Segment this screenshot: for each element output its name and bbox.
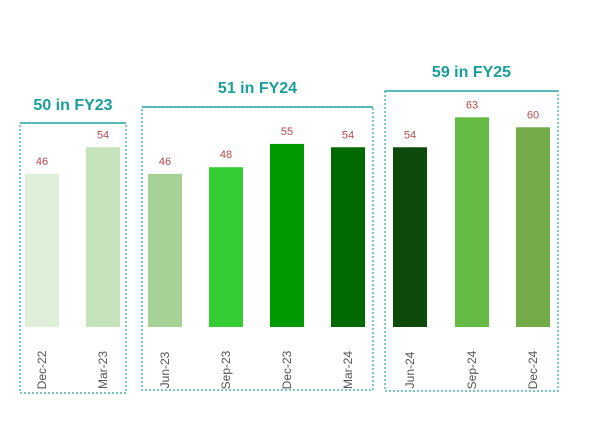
group-title-2: 51 in FY24 — [218, 80, 297, 97]
tick-label-jun-23: Jun-23 — [158, 351, 172, 388]
tick-label-mar-23: Mar-23 — [96, 351, 110, 389]
group-title-1: 50 in FY23 — [33, 97, 112, 114]
bar-dec-24 — [516, 127, 550, 328]
tick-label-jun-24: Jun-24 — [403, 351, 417, 388]
group-box-3 — [384, 90, 559, 392]
bar-dec-22 — [25, 173, 59, 327]
value-label-mar-23: 54 — [97, 129, 109, 141]
bar-sep-23 — [209, 167, 243, 327]
bar-jun-23 — [148, 173, 182, 327]
value-label-mar-24: 54 — [342, 129, 354, 141]
value-label-jun-24: 54 — [404, 129, 416, 141]
bar-mar-24 — [331, 147, 365, 327]
tick-label-dec-22: Dec-22 — [35, 350, 49, 389]
tick-label-sep-23: Sep-23 — [219, 350, 233, 389]
tick-label-dec-23: Dec-23 — [280, 350, 294, 389]
bar-dec-23 — [270, 143, 304, 327]
bar-jun-24 — [393, 147, 427, 327]
tick-label-sep-24: Sep-24 — [465, 350, 479, 389]
value-label-sep-23: 48 — [220, 149, 232, 161]
value-label-sep-24: 63 — [466, 99, 478, 111]
labels-layer: 50 in FY23 46 Dec-22 54 Mar-23 51 in FY24 46 Ju… — [33, 64, 540, 389]
bars-layer — [25, 117, 550, 328]
group-boxes — [19, 90, 559, 394]
value-label-jun-23: 46 — [159, 156, 171, 168]
group-box-2 — [141, 106, 374, 391]
tick-label-dec-24: Dec-24 — [526, 350, 540, 389]
value-label-dec-24: 60 — [527, 109, 539, 121]
bar-sep-24 — [455, 117, 489, 327]
tick-label-mar-24: Mar-24 — [341, 351, 355, 389]
bar-mar-23 — [86, 147, 120, 327]
group-title-3: 59 in FY25 — [432, 64, 511, 81]
value-label-dec-22: 46 — [36, 156, 48, 168]
value-label-dec-23: 55 — [281, 126, 293, 138]
